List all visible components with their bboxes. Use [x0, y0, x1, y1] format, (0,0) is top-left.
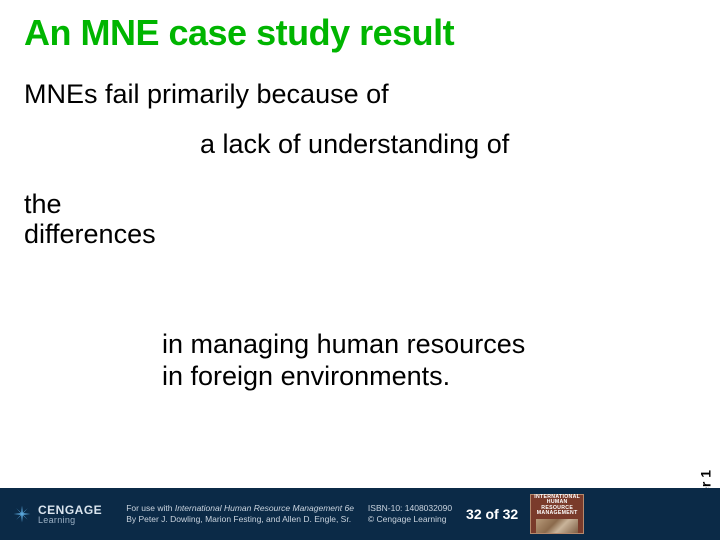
publisher-brand: CENGAGE — [38, 504, 102, 516]
book-cover-title-line1: INTERNATIONAL HUMAN — [534, 494, 580, 505]
book-cover-art — [536, 519, 578, 533]
footer-citation: For use with International Human Resourc… — [126, 503, 354, 526]
citation-book-title: International Human Resource Management … — [175, 503, 354, 513]
footer-isbn-block: ISBN-10: 1408032090 © Cengage Learning — [368, 503, 452, 526]
citation-use-line: For use with International Human Resourc… — [126, 503, 354, 514]
body-line-5: in managing human resources — [162, 328, 525, 360]
slide-title: An MNE case study result — [24, 12, 454, 54]
publisher-logo-text: CENGAGE Learning — [38, 504, 102, 525]
slide: An MNE case study result MNEs fail prima… — [0, 0, 720, 540]
body-line-3: the — [24, 188, 62, 220]
publisher-logo: CENGAGE Learning — [12, 504, 102, 525]
book-cover-title: INTERNATIONAL HUMAN RESOURCE MANAGEMENT — [531, 495, 583, 517]
body-line-2: a lack of understanding of — [200, 128, 509, 160]
book-cover-thumbnail: INTERNATIONAL HUMAN RESOURCE MANAGEMENT — [530, 494, 584, 534]
footer-bar: CENGAGE Learning For use with Internatio… — [0, 488, 720, 540]
star-icon — [12, 504, 32, 524]
publisher-subbrand: Learning — [38, 516, 102, 525]
body-line-1: MNEs fail primarily because of — [24, 78, 389, 110]
copyright-line: © Cengage Learning — [368, 514, 452, 525]
body-line-6: in foreign environments. — [162, 360, 450, 392]
book-cover-title-line2: RESOURCE MANAGEMENT — [537, 505, 578, 516]
citation-authors: By Peter J. Dowling, Marion Festing, and… — [126, 514, 354, 525]
citation-prefix: For use with — [126, 503, 175, 513]
body-line-4: differences — [24, 218, 156, 250]
isbn-line: ISBN-10: 1408032090 — [368, 503, 452, 514]
page-counter: 32 of 32 — [466, 506, 518, 522]
